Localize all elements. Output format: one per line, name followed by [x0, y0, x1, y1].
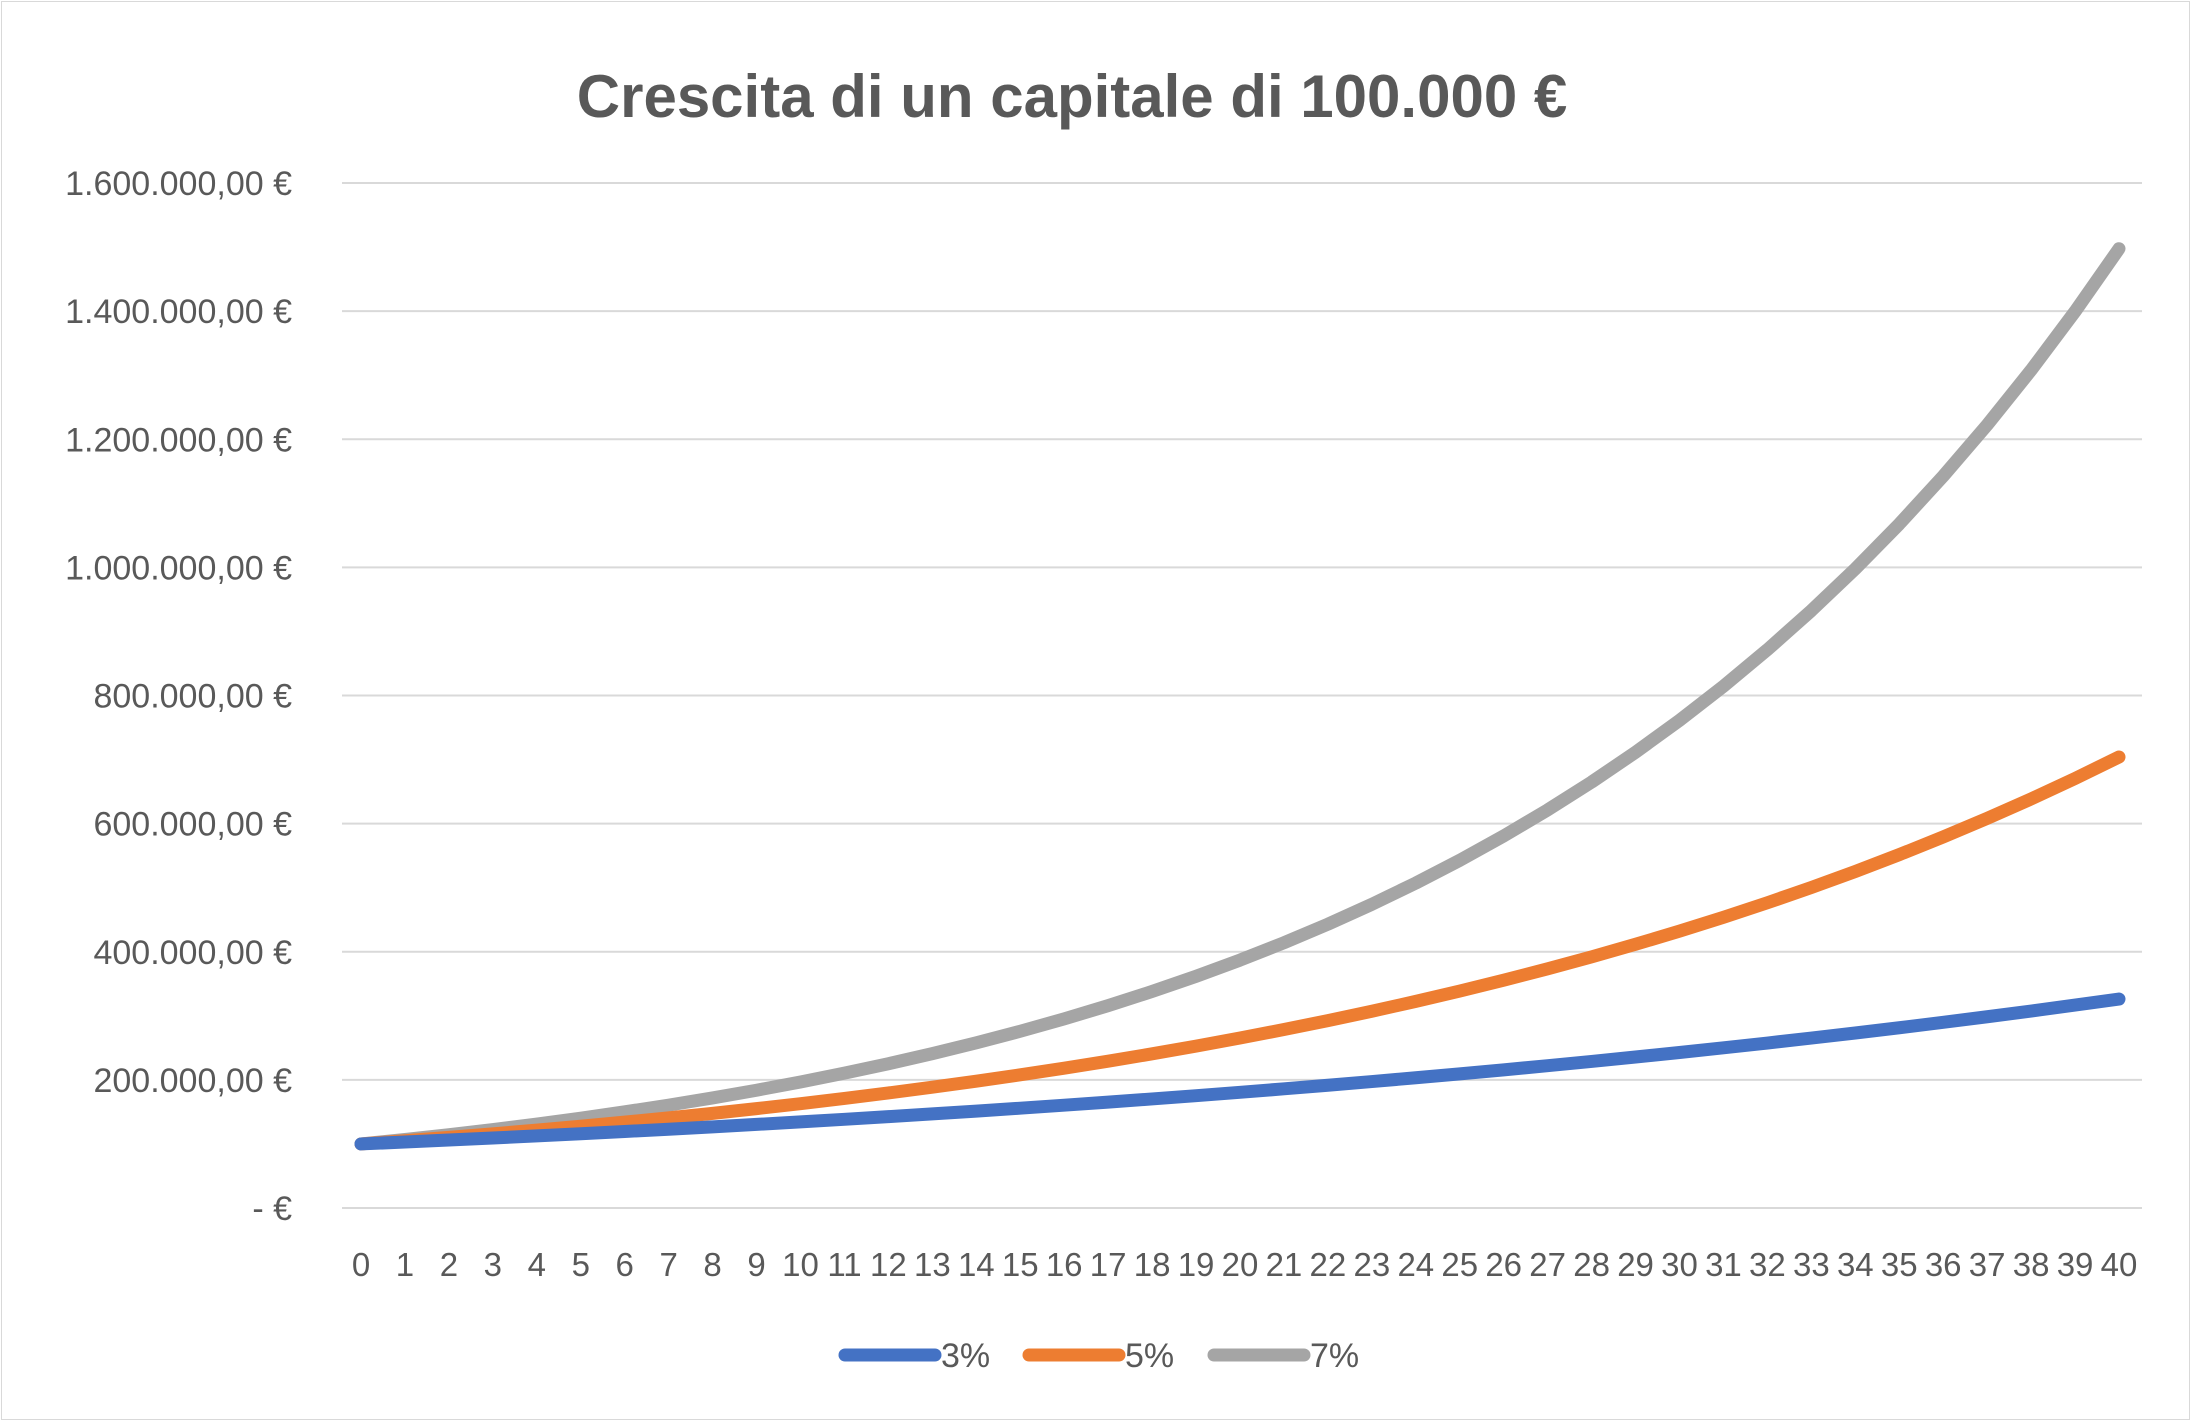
y-tick-label: 1.200.000,00 €	[65, 421, 292, 459]
x-tick-label: 21	[1266, 1246, 1303, 1283]
y-axis-tick-labels: - € 200.000,00 € 400.000,00 € 600.000,00 € 8…	[65, 165, 292, 1228]
x-tick-label: 29	[1617, 1246, 1654, 1283]
x-tick-label: 27	[1529, 1246, 1566, 1283]
x-tick-label: 10	[782, 1246, 819, 1283]
x-tick-label: 25	[1441, 1246, 1478, 1283]
x-tick-label: 13	[914, 1246, 951, 1283]
x-tick-label: 31	[1705, 1246, 1742, 1283]
legend-label: 5%	[1125, 1337, 1174, 1375]
x-tick-label: 1	[396, 1246, 414, 1283]
x-tick-label: 19	[1178, 1246, 1215, 1283]
x-tick-label: 26	[1485, 1246, 1522, 1283]
x-tick-label: 24	[1397, 1246, 1434, 1283]
x-tick-label: 36	[1925, 1246, 1962, 1283]
chart-title: Crescita di un capitale di 100.000 €	[577, 63, 1567, 130]
y-tick-label: 600.000,00 €	[93, 806, 292, 844]
x-tick-label: 7	[659, 1246, 677, 1283]
x-tick-label: 38	[2013, 1246, 2050, 1283]
y-tick-label: 800.000,00 €	[93, 678, 292, 716]
x-tick-label: 6	[616, 1246, 634, 1283]
x-tick-label: 35	[1881, 1246, 1918, 1283]
x-tick-label: 9	[747, 1246, 765, 1283]
x-tick-label: 33	[1793, 1246, 1830, 1283]
x-tick-label: 22	[1310, 1246, 1347, 1283]
gridlines	[342, 182, 2142, 1209]
series-lines	[354, 242, 2126, 1151]
x-tick-label: 0	[352, 1246, 370, 1283]
x-tick-label: 12	[870, 1246, 907, 1283]
x-tick-label: 18	[1134, 1246, 1171, 1283]
x-tick-label: 32	[1749, 1246, 1786, 1283]
y-tick-label: 400.000,00 €	[93, 934, 292, 972]
x-tick-label: 28	[1573, 1246, 1610, 1283]
series-line-5pct	[354, 750, 2126, 1151]
y-tick-label: 1.600.000,00 €	[65, 165, 292, 203]
x-tick-label: 16	[1046, 1246, 1083, 1283]
series-line-3pct	[354, 992, 2126, 1151]
series-line-7pct	[354, 242, 2126, 1151]
x-tick-label: 14	[958, 1246, 995, 1283]
x-tick-label: 39	[2057, 1246, 2094, 1283]
x-tick-label: 23	[1353, 1246, 1390, 1283]
x-tick-label: 4	[528, 1246, 546, 1283]
x-tick-label: 34	[1837, 1246, 1874, 1283]
x-axis-tick-labels: 0 1 2 3 4 5 6 7 8 9 10 11 12 13 14 15 16 17 18 19 20 21 22 23 24…	[352, 1246, 2138, 1283]
x-tick-label: 30	[1661, 1246, 1698, 1283]
x-tick-label: 11	[827, 1246, 861, 1283]
x-tick-label: 2	[440, 1246, 458, 1283]
legend-label: 7%	[1310, 1337, 1359, 1375]
x-tick-label: 20	[1222, 1246, 1259, 1283]
x-tick-label: 17	[1090, 1246, 1127, 1283]
y-tick-label: 200.000,00 €	[93, 1062, 292, 1100]
x-tick-label: 8	[703, 1246, 721, 1283]
x-tick-label: 15	[1002, 1246, 1039, 1283]
y-tick-label: 1.000.000,00 €	[65, 549, 292, 587]
x-tick-label: 3	[484, 1246, 502, 1283]
legend-label: 3%	[941, 1337, 990, 1375]
y-tick-label: - €	[252, 1190, 292, 1228]
x-tick-label: 5	[572, 1246, 590, 1283]
x-tick-label: 37	[1969, 1246, 2006, 1283]
x-tick-label: 40	[2101, 1246, 2138, 1283]
legend: 3% 5% 7%	[838, 1337, 1359, 1375]
y-tick-label: 1.400.000,00 €	[65, 293, 292, 331]
